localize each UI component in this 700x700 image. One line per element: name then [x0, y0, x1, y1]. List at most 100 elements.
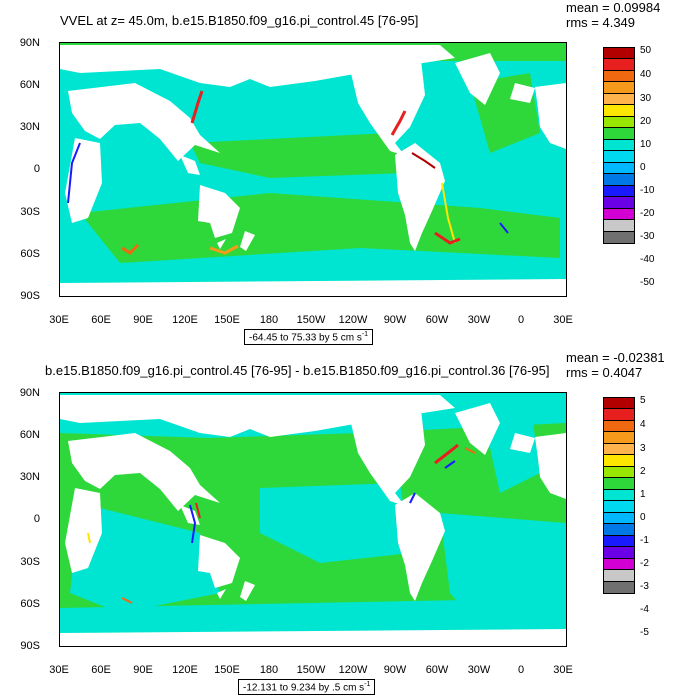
lon-label: 30E — [553, 314, 573, 326]
lon-label: 120E — [172, 664, 198, 676]
colorbar-swatch — [604, 547, 634, 559]
colorbar-swatch — [604, 59, 634, 71]
colorbar-swatch — [604, 139, 634, 152]
colorbar-label: -1 — [640, 535, 649, 546]
lon-label: 120W — [338, 664, 368, 676]
panel-top: VVEL at z= 45.0m, b.e15.B1850.f09_g16.pi… — [19, 0, 661, 346]
colorbar-swatch — [604, 116, 634, 129]
lon-label: 120W — [338, 314, 368, 326]
colorbar-swatch — [604, 185, 634, 198]
colorbar-swatch — [604, 197, 634, 209]
colorbar-label: 30 — [640, 93, 652, 104]
lat-label: 30N — [19, 471, 40, 483]
colorbar-label: 20 — [640, 116, 652, 127]
lon-label: 150W — [296, 314, 326, 326]
lat-label: 0 — [33, 513, 40, 525]
panel-bottom: b.e15.B1850.f09_g16.pi_control.45 [76-95… — [0, 350, 700, 700]
colorbar-label: -50 — [640, 277, 655, 288]
lon-label: 60E — [91, 664, 111, 676]
lon-label: 180 — [259, 314, 279, 326]
ocean-map — [60, 393, 566, 646]
colorbar-swatch — [604, 420, 634, 433]
colorbar-swatch — [604, 501, 634, 513]
colorbar-label: -3 — [640, 581, 649, 592]
mean-label: mean = -0.02381 — [566, 350, 665, 365]
colorbar-label: -20 — [640, 208, 655, 219]
colorbar-swatch — [604, 105, 634, 117]
colorbar-swatch — [604, 128, 634, 140]
colorbar — [603, 47, 635, 244]
lon-label: 90E — [133, 314, 153, 326]
lon-label: 90W — [383, 314, 407, 326]
contour-range-box: -12.131 to 9.234 by .5 cm s-1 — [238, 679, 376, 696]
lon-label: 30E — [49, 314, 69, 326]
colorbar-label: 1 — [640, 489, 646, 500]
lon-label: 30E — [553, 664, 573, 676]
lat-label: 30N — [19, 121, 40, 133]
colorbar-swatch — [604, 48, 634, 60]
map-plot — [59, 42, 567, 297]
colorbar-swatch — [604, 174, 634, 186]
colorbar-label: -10 — [640, 185, 655, 196]
colorbar-swatch — [604, 443, 634, 456]
ocean-map — [60, 43, 566, 296]
colorbar-label: 4 — [640, 419, 646, 430]
colorbar-swatch — [604, 455, 634, 467]
lon-label: 0 — [517, 314, 525, 326]
colorbar-swatch — [604, 220, 634, 232]
plot-title: b.e15.B1850.f09_g16.pi_control.45 [76-95… — [45, 363, 550, 378]
contour-range-text: -12.131 to 9.234 by .5 cm s — [243, 682, 365, 694]
colorbar-swatch — [604, 432, 634, 444]
colorbar-swatch — [604, 489, 634, 502]
colorbar-swatch — [604, 524, 634, 536]
lat-label: 30S — [20, 206, 40, 218]
colorbar-label: -30 — [640, 231, 655, 242]
lat-label: 60N — [19, 429, 40, 441]
colorbar-swatch — [604, 478, 634, 490]
colorbar-swatch — [604, 162, 634, 175]
map-plot — [59, 392, 567, 647]
colorbar-swatch — [604, 82, 634, 94]
colorbar-label: -40 — [640, 254, 655, 265]
rms-label: rms = 0.4047 — [566, 365, 643, 380]
lat-label: 90S — [20, 640, 40, 652]
colorbar-swatch — [604, 151, 634, 163]
lat-label: 90N — [19, 387, 40, 399]
colorbar-swatch — [604, 398, 634, 410]
colorbar-swatch — [604, 231, 634, 243]
lat-label: 90S — [20, 290, 40, 302]
lon-label: 60W — [425, 664, 449, 676]
lon-label: 30E — [49, 664, 69, 676]
unit-exponent: -1 — [364, 681, 371, 688]
lon-label: 90W — [383, 664, 407, 676]
lon-label: 60W — [425, 314, 449, 326]
lon-label: 150W — [296, 664, 326, 676]
lat-label: 30S — [20, 556, 40, 568]
colorbar-swatch — [604, 535, 634, 548]
lat-label: 60S — [20, 598, 40, 610]
contour-range-box: -64.45 to 75.33 by 5 cm s-1 — [244, 329, 374, 346]
colorbar-label: 0 — [640, 512, 646, 523]
lat-label: 60N — [19, 79, 40, 91]
lon-label: 120E — [172, 314, 198, 326]
colorbar-swatch — [604, 208, 634, 221]
lon-label: 60E — [91, 314, 111, 326]
lat-label: 60S — [20, 248, 40, 260]
colorbar-label: 10 — [640, 139, 652, 150]
colorbar-swatch — [604, 466, 634, 479]
colorbar-swatch — [604, 570, 634, 582]
lon-label: 150E — [214, 664, 240, 676]
colorbar-label: -2 — [640, 558, 649, 569]
colorbar-label: 2 — [640, 466, 646, 477]
plot-title: VVEL at z= 45.0m, b.e15.B1850.f09_g16.pi… — [60, 13, 419, 28]
contour-range-text: -64.45 to 75.33 by 5 cm s — [249, 332, 362, 344]
colorbar-label: 50 — [640, 45, 652, 56]
mean-label: mean = 0.09984 — [566, 0, 661, 15]
lat-label: 0 — [33, 163, 40, 175]
lon-label: 150E — [214, 314, 240, 326]
colorbar-swatch — [604, 93, 634, 106]
colorbar-swatch — [604, 70, 634, 83]
colorbar-label: -5 — [640, 627, 649, 638]
colorbar-swatch — [604, 512, 634, 525]
colorbar-swatch — [604, 558, 634, 571]
